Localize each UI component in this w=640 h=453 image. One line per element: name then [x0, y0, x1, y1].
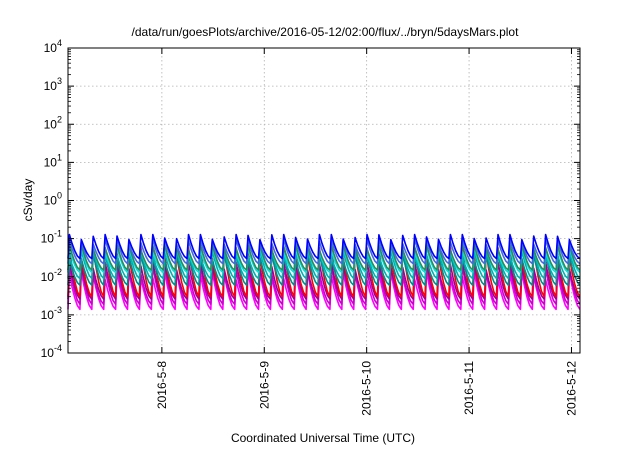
x-tick-label: 2016-5-8: [155, 361, 169, 409]
x-tick-label: 2016-5-12: [564, 361, 578, 416]
x-tick-label: 2016-5-11: [462, 361, 476, 415]
y-axis-label: cSv/day: [21, 179, 35, 222]
y-axis: 10-4 10-3 10-2 10-1 100 101 102 103 104: [41, 38, 580, 360]
y-tick-label: 10-1: [41, 229, 62, 246]
y-tick-label: 10-3: [41, 305, 62, 322]
series-line: [67, 233, 581, 260]
grid: [68, 47, 580, 354]
y-tick-label: 101: [44, 152, 62, 169]
y-tick-label: 104: [44, 38, 62, 55]
x-axis-label: Coordinated Universal Time (UTC): [231, 431, 415, 445]
y-tick-label: 10-2: [41, 267, 62, 284]
x-tick-label: 2016-5-9: [257, 361, 271, 409]
series-layer: [67, 233, 581, 311]
y-tick-label: 103: [44, 76, 62, 93]
y-tick-label: 102: [44, 114, 62, 131]
chart-title: /data/run/goesPlots/archive/2016-05-12/0…: [132, 25, 520, 39]
x-axis: 2016-5-8 2016-5-9 2016-5-10 2016-5-11 2016-5…: [155, 48, 578, 416]
y-tick-label: 10-4: [41, 343, 62, 360]
x-tick-label: 2016-5-10: [360, 361, 374, 416]
y-tick-label: 100: [44, 191, 62, 208]
